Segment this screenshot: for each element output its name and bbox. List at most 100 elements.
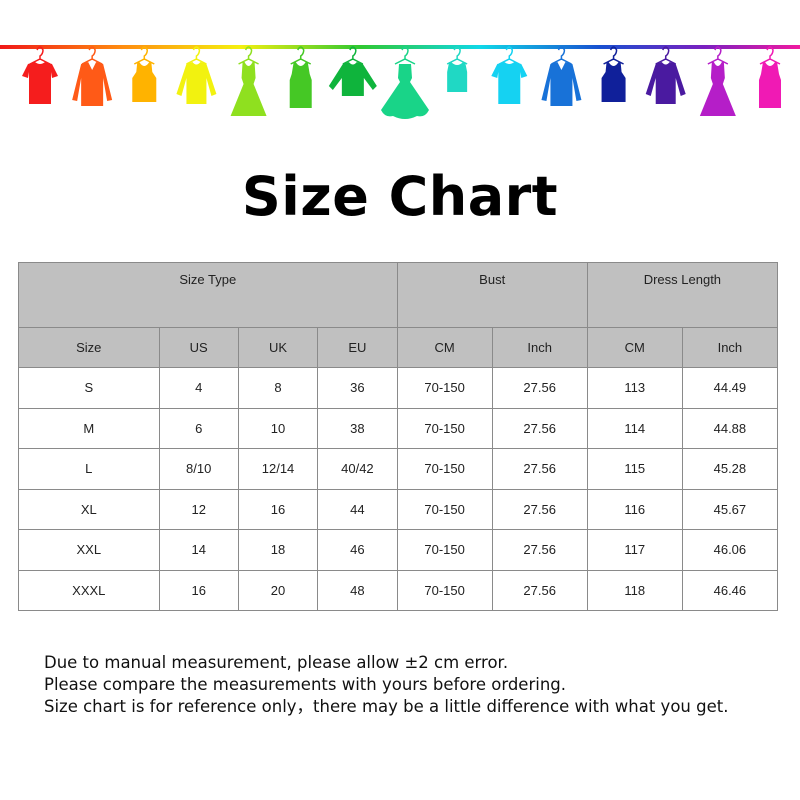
page-title: Size Chart	[241, 165, 559, 228]
table-cell: 20	[237, 569, 319, 611]
hanger-icon	[446, 46, 468, 65]
table-cell: 115	[586, 448, 683, 490]
clothes-rack-banner	[0, 45, 800, 119]
column-header: EU	[317, 327, 398, 368]
clothes-rail	[0, 45, 800, 49]
column-header: Inch	[491, 327, 588, 368]
ball-gown-icon	[381, 46, 429, 119]
column-header: Size	[18, 327, 160, 368]
column-header: CM	[586, 327, 683, 368]
table-cell: 38	[317, 407, 398, 449]
tank-top-icon	[132, 46, 157, 102]
tank-dress-icon	[289, 46, 312, 108]
hanger-icon	[238, 46, 259, 65]
table-cell: XXXL	[18, 569, 160, 611]
table-cell: XXL	[18, 529, 160, 571]
table-row: XXXL 16 20 48 70-150 27.56 118 46.46	[18, 569, 779, 611]
table-cell: 18	[237, 529, 319, 571]
table-cell: 27.56	[491, 448, 588, 490]
tank-dress-icon	[759, 46, 781, 108]
table-cell: 46.06	[681, 529, 779, 571]
hanger-icon	[603, 46, 624, 65]
tshirt-icon	[22, 46, 58, 104]
table-cell: M	[18, 407, 160, 449]
column-header: US	[158, 327, 239, 368]
tshirt-icon	[491, 46, 528, 104]
group-header-size-type: Size Type	[18, 262, 398, 328]
hanger-icon	[186, 46, 207, 65]
table-row: XXL 14 18 46 70-150 27.56 117 46.06	[18, 529, 779, 571]
dress-icon	[230, 46, 267, 116]
table-cell: 45.67	[681, 488, 779, 530]
hanger-icon	[133, 46, 155, 65]
tank-top-icon	[601, 46, 626, 102]
table-cell: 27.56	[491, 529, 588, 571]
hanger-icon	[29, 46, 51, 65]
hanger-icon	[394, 46, 416, 65]
table-cell: 36	[317, 367, 398, 409]
column-header: CM	[396, 327, 493, 368]
note-line: Please compare the measurements with you…	[44, 675, 567, 694]
table-cell: 44.49	[681, 367, 779, 409]
table-cell: 16	[237, 488, 319, 530]
table-cell: 16	[158, 569, 239, 611]
group-header-dress-length: Dress Length	[586, 262, 779, 328]
hanger-icon	[342, 46, 364, 65]
dress-icon	[699, 46, 736, 116]
table-cell: 27.56	[491, 367, 588, 409]
table-cell: 118	[586, 569, 683, 611]
table-cell: 116	[586, 488, 683, 530]
table-cell: L	[18, 448, 160, 490]
table-row: S 4 8 36 70-150 27.56 113 44.49	[18, 367, 779, 409]
hanger-icon	[551, 46, 572, 65]
column-header: UK	[237, 327, 319, 368]
table-cell: 4	[158, 367, 239, 409]
table-cell: 70-150	[396, 407, 493, 449]
column-header: Inch	[681, 327, 779, 368]
table-cell: 8/10	[158, 448, 239, 490]
column-header-row: Size US UK EU CM Inch CM Inch	[18, 327, 779, 368]
table-cell: 70-150	[396, 569, 493, 611]
hanger-icon	[81, 46, 103, 65]
hanger-icon	[290, 46, 312, 65]
notes: Due to manual measurement, please allow …	[44, 652, 728, 718]
table-cell: 114	[586, 407, 683, 449]
table-cell: 113	[586, 367, 683, 409]
table-cell: 70-150	[396, 488, 493, 530]
table-cell: 45.28	[681, 448, 779, 490]
table-cell: S	[18, 367, 160, 409]
note-line: Due to manual measurement, please allow …	[44, 653, 509, 672]
table-cell: 12	[158, 488, 239, 530]
table-cell: 12/14	[237, 448, 319, 490]
shirt-icon	[72, 46, 113, 106]
long-sleeve-icon	[328, 46, 377, 96]
table-cell: 70-150	[396, 367, 493, 409]
table-cell: 27.56	[491, 569, 588, 611]
table-cell: 44	[317, 488, 398, 530]
table-cell: 10	[237, 407, 319, 449]
table-cell: 14	[158, 529, 239, 571]
table-cell: 6	[158, 407, 239, 449]
table-cell: 44.88	[681, 407, 779, 449]
table-cell: 70-150	[396, 448, 493, 490]
hanger-icon	[707, 46, 729, 65]
table-cell: 40/42	[317, 448, 398, 490]
camisole-icon	[446, 46, 468, 92]
shirt-icon	[541, 46, 582, 106]
hanger-icon	[498, 46, 520, 65]
table-cell: 8	[237, 367, 319, 409]
table-cell: 46.46	[681, 569, 779, 611]
hanger-icon	[759, 46, 781, 65]
table-row: M 6 10 38 70-150 27.56 114 44.88	[18, 407, 779, 449]
table-cell: 46	[317, 529, 398, 571]
note-line: Size chart is for reference only，there m…	[44, 697, 729, 716]
hanger-icon	[655, 46, 677, 65]
group-header-row: Size Type Bust Dress Length	[18, 262, 779, 328]
table-cell: XL	[18, 488, 160, 530]
size-chart-table: Size Type Bust Dress Length Size US UK E…	[18, 262, 779, 611]
sweater-icon	[176, 46, 217, 104]
table-cell: 48	[317, 569, 398, 611]
table-cell: 117	[586, 529, 683, 571]
table-cell: 27.56	[491, 407, 588, 449]
sweater-icon	[645, 46, 686, 104]
